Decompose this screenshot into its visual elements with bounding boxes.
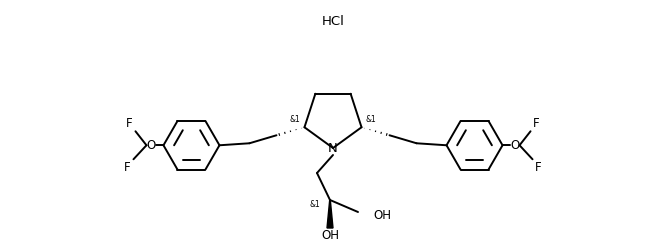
Text: &1: &1 <box>290 115 300 124</box>
Text: F: F <box>124 161 131 174</box>
Text: &1: &1 <box>366 115 376 124</box>
Text: O: O <box>510 139 519 152</box>
Text: &1: &1 <box>309 200 320 208</box>
Text: O: O <box>147 139 156 152</box>
Text: F: F <box>535 161 542 174</box>
Text: N: N <box>328 142 338 155</box>
Text: F: F <box>533 117 540 130</box>
Polygon shape <box>327 200 333 228</box>
Text: HCl: HCl <box>322 16 344 28</box>
Text: OH: OH <box>321 228 339 242</box>
Text: OH: OH <box>373 208 391 222</box>
Text: F: F <box>126 117 133 130</box>
